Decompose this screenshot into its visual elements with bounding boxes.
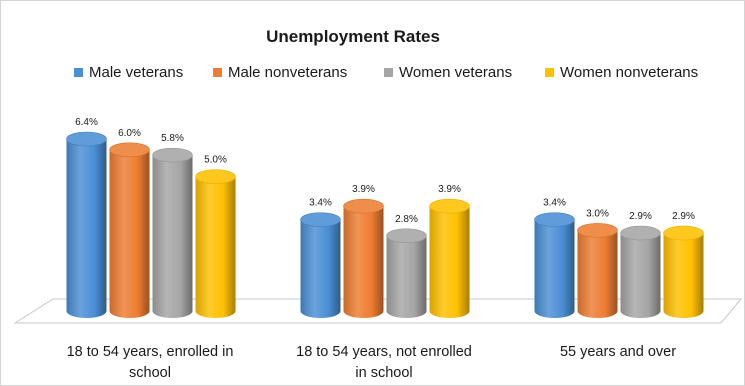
bar-women-nonveterans-3 bbox=[663, 225, 704, 319]
category-label-3: 55 years and over bbox=[560, 344, 676, 360]
legend-swatch-women-veterans bbox=[384, 68, 393, 77]
chart-bars bbox=[66, 131, 704, 319]
data-label-male-nonveterans-1: 6.0% bbox=[118, 128, 141, 139]
bar-male-veterans-3 bbox=[534, 212, 575, 319]
legend-swatch-male-veterans bbox=[74, 68, 83, 77]
data-label-male-nonveterans-3: 3.0% bbox=[586, 208, 609, 219]
legend-swatch-male-nonveterans bbox=[213, 68, 222, 77]
legend-swatch-women-nonveterans bbox=[545, 68, 554, 77]
legend-label-male-nonveterans: Male nonveterans bbox=[228, 64, 347, 81]
data-label-women-nonveterans-3: 2.9% bbox=[672, 211, 695, 222]
bar-women-veterans-3 bbox=[620, 225, 661, 319]
data-label-male-veterans-1: 6.4% bbox=[75, 117, 98, 128]
legend-label-women-nonveterans: Women nonveterans bbox=[560, 64, 698, 81]
bar-women-nonveterans-2 bbox=[429, 198, 470, 319]
bar-women-veterans-2 bbox=[386, 228, 427, 319]
bar-male-veterans-1 bbox=[66, 131, 107, 319]
category-label-1: 18 to 54 years, enrolled in school bbox=[67, 344, 234, 381]
data-label-women-veterans-3: 2.9% bbox=[629, 211, 652, 222]
chart-category-labels: 18 to 54 years, enrolled in school 18 to 5… bbox=[67, 344, 677, 381]
bar-women-veterans-1 bbox=[152, 147, 193, 318]
bar-male-nonveterans-1 bbox=[109, 142, 150, 319]
legend-label-male-veterans: Male veterans bbox=[89, 64, 183, 81]
data-label-male-veterans-2: 3.4% bbox=[309, 198, 332, 209]
data-label-male-nonveterans-2: 3.9% bbox=[352, 184, 375, 195]
bar-male-nonveterans-2 bbox=[343, 198, 384, 319]
data-label-male-veterans-3: 3.4% bbox=[543, 198, 566, 209]
chart-legend: Male veterans Male nonveterans Women veter… bbox=[74, 64, 698, 81]
bar-women-nonveterans-1 bbox=[195, 169, 236, 319]
data-label-women-nonveterans-2: 3.9% bbox=[438, 184, 461, 195]
category-label-2: 18 to 54 years, not enrolled in school bbox=[296, 344, 472, 381]
chart-title: Unemployment Rates bbox=[266, 27, 440, 46]
data-label-women-nonveterans-1: 5.0% bbox=[204, 155, 227, 166]
bar-male-nonveterans-3 bbox=[577, 223, 618, 319]
bar-male-veterans-2 bbox=[300, 212, 341, 319]
data-label-women-veterans-1: 5.8% bbox=[161, 133, 184, 144]
chart-data-labels: 6.4% 6.0% 5.8% 5.0% 3.4% 3.9% 2.8% 3.9% 3.4% 3.0%… bbox=[75, 117, 695, 225]
legend-label-women-veterans: Women veterans bbox=[399, 64, 512, 81]
data-label-women-veterans-2: 2.8% bbox=[395, 214, 418, 225]
